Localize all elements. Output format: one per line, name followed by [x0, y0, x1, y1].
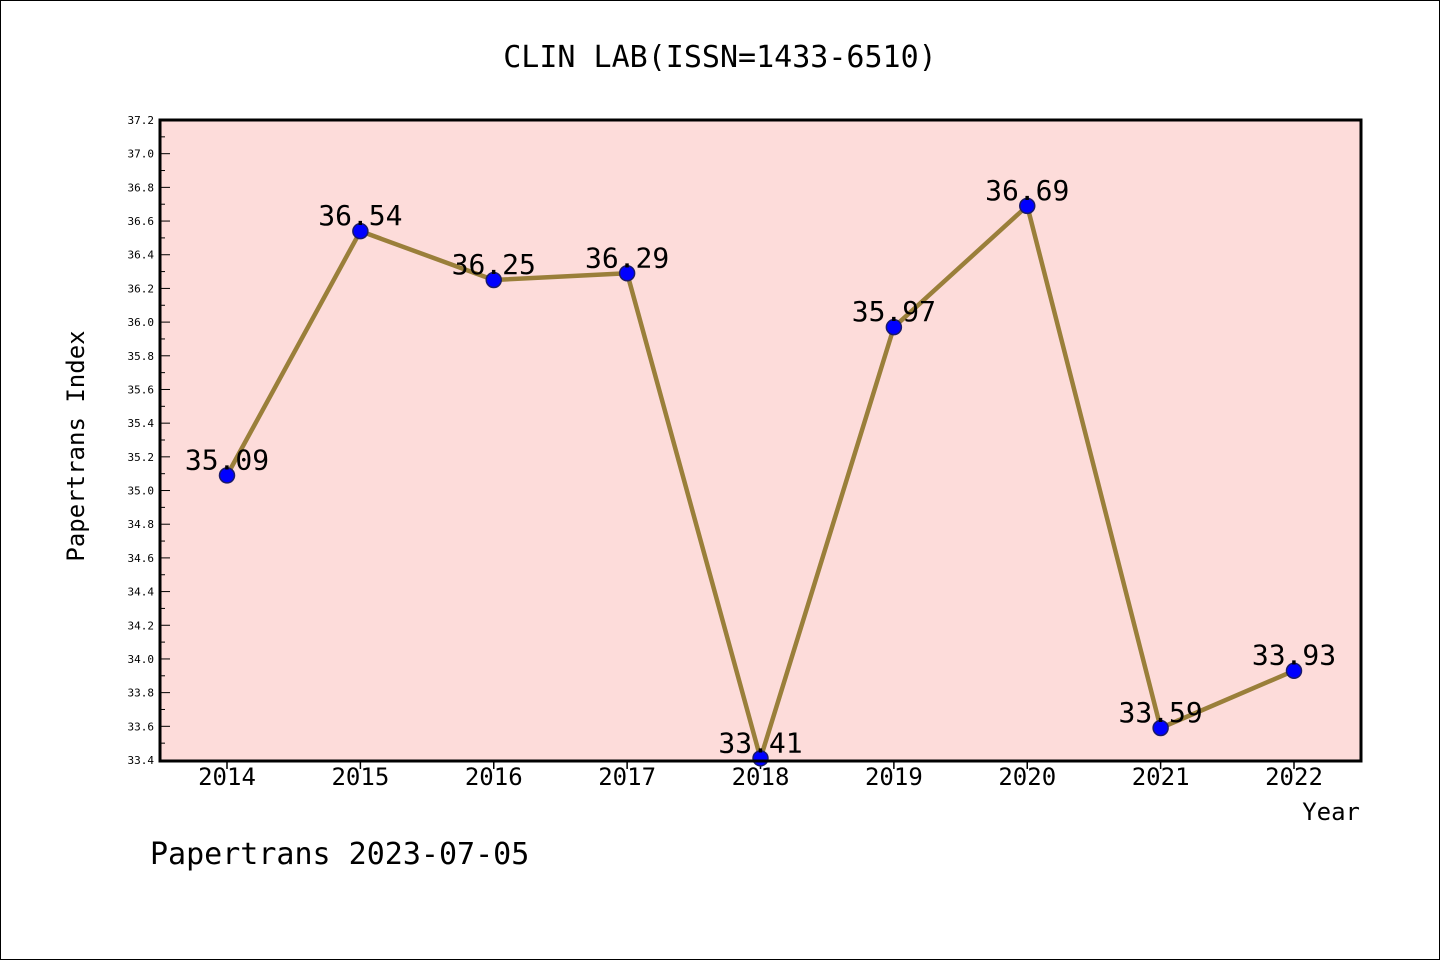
y-tick-label: 34.8 [128, 518, 155, 531]
y-tick-label: 36.4 [128, 249, 155, 262]
x-tick-label: 2014 [198, 763, 256, 791]
x-tick-label: 2019 [865, 763, 923, 791]
data-point [218, 467, 236, 484]
y-tick-label: 35.8 [128, 350, 155, 363]
y-tick-label: 36.2 [128, 282, 155, 295]
chart-title: CLIN LAB(ISSN=1433-6510) [503, 40, 936, 75]
data-point [618, 265, 636, 282]
x-tick-label: 2015 [331, 763, 389, 791]
data-label: 33.59 [1118, 696, 1202, 729]
y-tick-label: 33.4 [128, 754, 155, 767]
data-labels: 35.09 36.54 36.25 36.29 33.41 35.97 36.69 33.59… [185, 174, 1336, 759]
data-point [352, 222, 369, 240]
data-point [885, 318, 903, 336]
data-point [1152, 719, 1169, 737]
x-tick-label: 2020 [998, 763, 1056, 791]
x-axis-label: Year [1302, 798, 1360, 826]
y-tick-label: 34.2 [128, 619, 155, 632]
data-label: 35.09 [185, 443, 269, 476]
x-tick-label: 2017 [598, 763, 656, 791]
data-label: 36.25 [452, 248, 536, 281]
data-label: 36.54 [318, 199, 402, 232]
y-tick-label: 33.6 [128, 720, 155, 733]
data-label: 33.93 [1252, 639, 1336, 672]
data-label: 36.29 [585, 241, 669, 274]
x-tick-label: 2022 [1265, 763, 1323, 791]
plot-border [158, 118, 1363, 763]
footer-text: Papertrans 2023-07-05 [150, 837, 529, 872]
y-tick-label: 37.2 [128, 114, 155, 127]
y-tick-label: 35.6 [128, 383, 155, 396]
y-tick-label: 37.0 [128, 148, 155, 161]
data-label: 33.41 [718, 726, 802, 759]
y-tick-label: 36.0 [128, 316, 155, 329]
y-tick-label: 36.8 [128, 181, 155, 194]
y-tick-label: 35.0 [128, 485, 155, 498]
x-axis: 2014 2015 2016 2017 2018 2019 2020 2021 2022 [198, 760, 1323, 791]
y-tick-label: 33.8 [128, 687, 155, 700]
y-tick-label: 36.6 [128, 215, 155, 228]
data-point [1019, 197, 1036, 215]
data-point [1285, 662, 1303, 679]
y-axis: 33.4 33.6 33.8 34.0 34.2 34.4 34.6 34.8 35.0 35.2… [128, 114, 170, 767]
data-label: 36.69 [985, 174, 1069, 207]
y-tick-label: 35.4 [128, 417, 155, 430]
y-tick-label: 35.2 [128, 451, 155, 464]
y-tick-label: 34.6 [128, 552, 155, 565]
x-tick-label: 2018 [732, 763, 790, 791]
y-axis-label: Papertrans Index [62, 330, 90, 561]
x-tick-label: 2021 [1132, 763, 1190, 791]
data-point [485, 271, 502, 289]
y-tick-label: 34.0 [128, 653, 155, 666]
data-label: 35.97 [852, 295, 936, 328]
x-tick-label: 2016 [465, 763, 523, 791]
y-tick-label: 34.4 [128, 586, 155, 599]
